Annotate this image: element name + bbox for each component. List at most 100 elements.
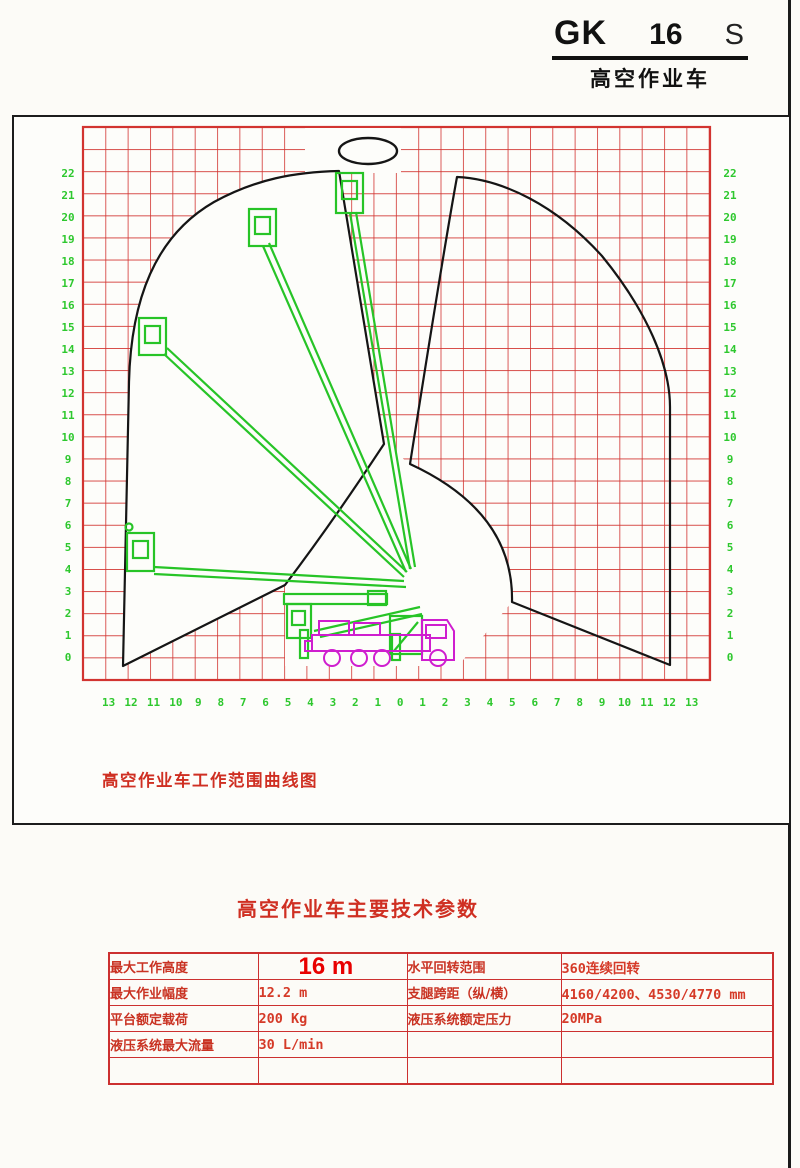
axis-tick: 20: [61, 211, 74, 224]
truck-cab-window: [425, 624, 447, 639]
param-row: 液压系统最大流量 30 L/min: [108, 1031, 774, 1058]
axis-tick: 8: [217, 696, 224, 709]
param-row: 最大工作高度 16 m 水平回转范围 360连续回转: [108, 952, 774, 980]
left-fan-outline: [121, 169, 386, 668]
axis-tick: 9: [65, 453, 72, 466]
working-range-diagram: 2221201918171615141312111098765432102221…: [61, 125, 737, 709]
axis-tick: 2: [442, 696, 449, 709]
axis-tick: 6: [262, 696, 269, 709]
param-row: [108, 1057, 774, 1085]
truck-wheel: [429, 649, 447, 667]
param-cell: 360连续回转: [560, 952, 774, 980]
param-cell: [108, 1057, 259, 1085]
axis-tick: 14: [723, 343, 737, 356]
param-row: 平台额定载荷 200 Kg 液压系统额定压力 20MPa: [108, 1005, 774, 1032]
platform-ellipse: [337, 136, 399, 166]
axis-tick: 22: [723, 167, 736, 180]
param-cell: 水平回转范围: [406, 952, 562, 980]
axis-tick: 3: [65, 585, 72, 598]
logo-row: GK 16 S: [552, 14, 748, 60]
param-cell: 16 m: [257, 952, 408, 980]
logo-block: GK 16 S 高空作业车: [552, 14, 748, 93]
axis-tick: 11: [640, 696, 654, 709]
boom-steep: [261, 242, 413, 573]
params-table: 最大工作高度 16 m 水平回转范围 360连续回转 最大作业幅度 12.2 m 支腿跨距（…: [108, 952, 774, 1085]
axis-tick: 4: [65, 563, 72, 576]
truck-rear-detail: [304, 640, 313, 652]
param-cell: 12.2 m: [257, 979, 408, 1006]
axis-tick: 18: [723, 255, 736, 268]
envelope-outline: [121, 136, 672, 668]
axis-tick: 12: [663, 696, 676, 709]
param-cell: 20MPa: [560, 1005, 774, 1032]
param-cell: 支腿跨距（纵/横）: [406, 979, 562, 1006]
axis-tick: 21: [61, 189, 75, 202]
axis-tick: 10: [169, 696, 182, 709]
param-cell: [406, 1031, 562, 1058]
axis-tick: 9: [599, 696, 606, 709]
axis-tick: 7: [554, 696, 561, 709]
axis-tick: 1: [727, 629, 734, 642]
axis-tick: 10: [618, 696, 631, 709]
axis-tick: 7: [240, 696, 247, 709]
working-range-chart: 22 21 20 19 18 17 16 15 14 13 12 11 10 9 8 7 6 5 4 3 2 1 0 22 21…: [12, 115, 791, 825]
boom-mid: [163, 347, 408, 578]
truck-cab: [421, 619, 455, 661]
axis-tick: 11: [147, 696, 161, 709]
truck: [304, 619, 455, 667]
axis-tick: 1: [65, 629, 72, 642]
boom-vertical: [348, 211, 417, 570]
axis-tick: 2: [65, 607, 72, 620]
axis-tick: 11: [723, 409, 737, 422]
axis-tick: 15: [61, 321, 74, 334]
axis-tick: 7: [65, 497, 72, 510]
axis-tick: 5: [509, 696, 516, 709]
axis-tick: 10: [61, 431, 74, 444]
axis-tick: 16: [61, 299, 75, 312]
logo-subtitle: 高空作业车: [590, 67, 710, 91]
boom-horizontal: [153, 565, 407, 589]
param-cell: [560, 1057, 774, 1085]
axis-tick: 19: [723, 233, 736, 246]
outrigger-rear: [298, 628, 310, 660]
axis-tick: 12: [723, 387, 736, 400]
axis-tick: 13: [102, 696, 115, 709]
axis-tick: 5: [65, 541, 72, 554]
logo-suffix: S: [724, 19, 744, 51]
axis-tick: 9: [727, 453, 734, 466]
axis-tick: 21: [723, 189, 737, 202]
axis-tick: 8: [727, 475, 734, 488]
axis-tick: 15: [723, 321, 736, 334]
logo-model: 16: [649, 18, 683, 51]
axis-tick: 5: [285, 696, 292, 709]
truck-body-2: [353, 622, 381, 636]
param-cell: 液压系统最大流量: [108, 1031, 259, 1058]
axis-tick: 6: [531, 696, 538, 709]
param-cell: 平台额定载荷: [108, 1005, 259, 1032]
axis-tick: 4: [487, 696, 494, 709]
axis-tick: 20: [723, 211, 736, 224]
axis-tick: 3: [464, 696, 471, 709]
right-lobe-outline: [408, 175, 672, 667]
axis-tick: 19: [61, 233, 74, 246]
axis-tick: 0: [397, 696, 404, 709]
axis-tick: 7: [727, 497, 734, 510]
truck-wheel: [323, 649, 341, 667]
param-row: 最大作业幅度 12.2 m 支腿跨距（纵/横） 4160/4200、4530/4770…: [108, 979, 774, 1006]
boom-positions: [124, 171, 424, 662]
axis-tick: 2: [727, 607, 734, 620]
axis-tick: 13: [723, 365, 736, 378]
param-cell: 200 Kg: [257, 1005, 408, 1032]
basket-steep: [247, 207, 278, 248]
axis-tick: 17: [723, 277, 736, 290]
basket-low: [124, 522, 156, 573]
truck-wheel: [373, 649, 391, 667]
axis-tick: 10: [723, 431, 736, 444]
param-cell: [560, 1031, 774, 1058]
axis-tick: 1: [419, 696, 426, 709]
axis-tick: 5: [727, 541, 734, 554]
axis-tick: 17: [61, 277, 74, 290]
axis-ticks: 2221201918171615141312111098765432102221…: [61, 167, 737, 709]
param-cell: 4160/4200、4530/4770 mm: [560, 979, 774, 1006]
axis-tick: 6: [727, 519, 734, 532]
